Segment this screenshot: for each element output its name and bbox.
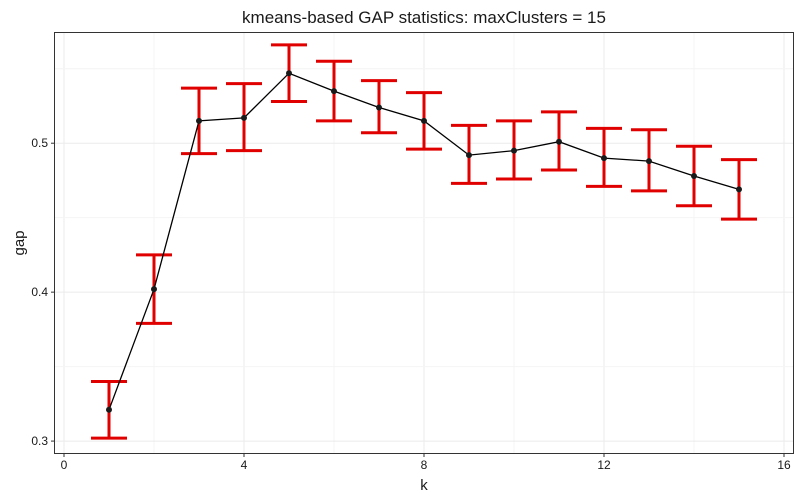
y-tick-label: 0.3 [31,434,48,448]
data-point [511,147,517,154]
data-point [151,286,157,293]
x-tick-label: 0 [61,458,68,472]
data-point [736,186,742,193]
y-tick-label: 0.4 [31,285,48,299]
series-points [106,70,742,413]
data-point [646,158,652,165]
data-point [466,152,472,159]
data-point [421,117,427,124]
data-point [376,104,382,111]
x-axis-label: k [420,477,428,494]
data-point [106,406,112,413]
data-point [601,155,607,162]
axes: 0 4 8 12 16 0.3 0.4 0.5 [31,136,791,472]
data-point [241,114,247,121]
x-tick-label: 12 [597,458,611,472]
y-axis-label: gap [11,230,28,255]
data-point [691,172,697,179]
data-point [331,88,337,95]
x-tick-label: 4 [241,458,248,472]
chart-title: kmeans-based GAP statistics: maxClusters… [242,8,606,27]
data-point [556,138,562,145]
data-point [286,70,292,77]
grid-lines [55,33,793,453]
x-tick-label: 8 [421,458,428,472]
data-point [196,117,202,124]
y-tick-label: 0.5 [31,136,48,150]
x-tick-label: 16 [777,458,791,472]
